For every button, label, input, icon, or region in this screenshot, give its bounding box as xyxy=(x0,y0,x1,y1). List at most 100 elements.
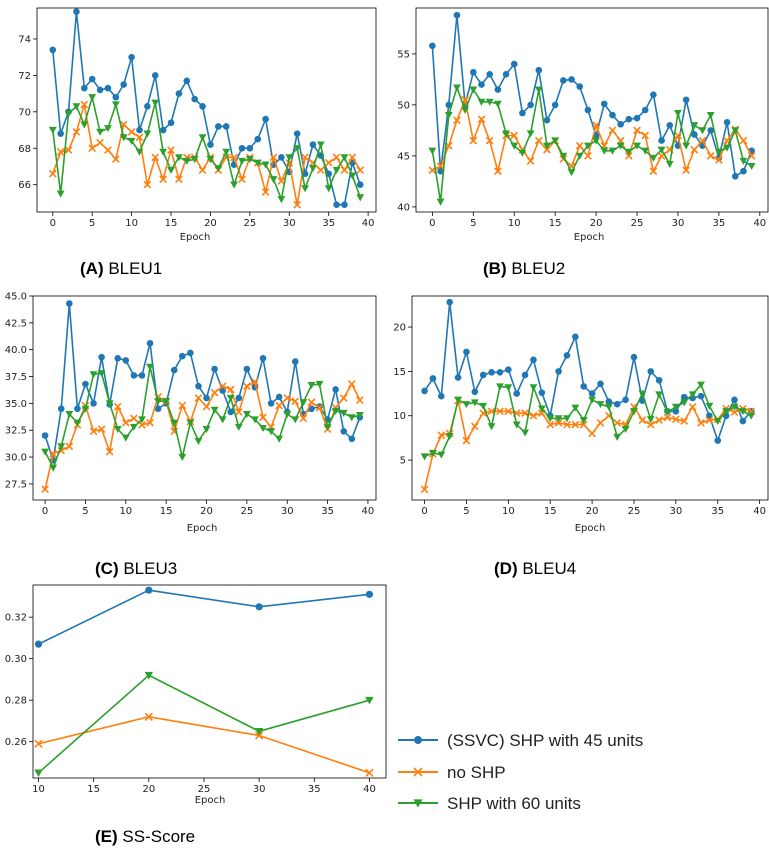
data-point xyxy=(446,298,453,306)
x-tick-label: 10 xyxy=(508,218,521,229)
data-point xyxy=(175,154,183,162)
series-line xyxy=(424,383,752,458)
data-point xyxy=(227,408,235,416)
data-point xyxy=(429,375,437,382)
x-tick-label: 30 xyxy=(281,506,294,517)
data-point xyxy=(453,116,461,125)
data-point xyxy=(655,391,664,399)
x-tick-label: 0 xyxy=(429,218,435,229)
data-point xyxy=(56,190,65,198)
data-point xyxy=(299,414,308,423)
data-point xyxy=(680,393,688,401)
y-tick-label: 15 xyxy=(393,367,406,378)
data-point xyxy=(535,66,543,74)
data-point xyxy=(267,428,275,436)
data-point xyxy=(111,155,120,164)
x-tick-label: 5 xyxy=(470,218,476,229)
data-point xyxy=(135,148,144,156)
series-line xyxy=(51,96,361,201)
data-point xyxy=(462,436,471,445)
data-point xyxy=(600,147,609,155)
data-point xyxy=(128,53,135,61)
x-tick-label: 0 xyxy=(421,506,427,517)
data-point xyxy=(275,401,284,410)
data-point xyxy=(478,81,485,88)
data-point xyxy=(111,101,120,109)
data-point xyxy=(138,416,146,424)
data-point xyxy=(41,448,50,456)
data-point xyxy=(682,96,690,104)
data-point xyxy=(122,357,130,364)
x-tick-label: 10 xyxy=(32,784,45,795)
data-point xyxy=(214,165,223,173)
data-point xyxy=(324,158,333,167)
data-point xyxy=(277,196,286,204)
data-point xyxy=(278,154,285,161)
data-point xyxy=(175,175,183,184)
data-point xyxy=(537,405,546,413)
data-point xyxy=(663,413,672,422)
data-point xyxy=(633,142,641,150)
x-tick-label: 0 xyxy=(42,506,48,517)
data-point xyxy=(521,429,529,437)
data-point xyxy=(301,153,309,162)
data-point xyxy=(655,416,663,425)
data-point xyxy=(592,121,600,130)
data-point xyxy=(48,126,57,134)
y-tick-label: 20 xyxy=(393,323,406,334)
data-point xyxy=(613,433,622,441)
data-point xyxy=(671,403,680,411)
plot-frame xyxy=(36,7,377,213)
x-tick-label: 20 xyxy=(204,218,217,229)
data-point xyxy=(633,126,641,135)
data-point xyxy=(665,160,674,168)
data-point xyxy=(697,418,705,427)
y-tick-label: 40.0 xyxy=(5,345,27,356)
data-point xyxy=(222,148,231,156)
data-point xyxy=(143,130,152,138)
data-point xyxy=(554,415,563,423)
data-point xyxy=(242,410,251,419)
data-point xyxy=(332,153,341,162)
data-point xyxy=(127,137,136,145)
data-point xyxy=(469,136,478,145)
legend-marker xyxy=(414,736,422,744)
data-point xyxy=(340,166,349,174)
data-point xyxy=(596,418,605,427)
data-point xyxy=(697,381,705,389)
data-point xyxy=(739,417,747,425)
data-point xyxy=(666,122,674,129)
data-point xyxy=(146,363,154,371)
data-point xyxy=(82,380,89,388)
data-point xyxy=(518,149,527,157)
data-point xyxy=(34,640,43,648)
data-point xyxy=(617,120,624,128)
chart-bleu3: 0 5 10 15 20 25 30 35 40 27.5 30.0 32.5 35.0 37.5 40.0… xyxy=(5,292,377,578)
data-point xyxy=(608,147,617,155)
data-point xyxy=(112,93,120,101)
data-point xyxy=(245,156,254,164)
data-point xyxy=(170,419,179,427)
x-tick-label: 35 xyxy=(713,218,726,229)
data-point xyxy=(98,353,105,361)
data-point xyxy=(199,103,206,110)
data-point xyxy=(747,412,756,420)
data-point xyxy=(438,392,445,400)
data-point xyxy=(253,159,262,167)
data-point xyxy=(613,400,621,408)
data-point xyxy=(436,162,445,170)
y-tick-label: 35.0 xyxy=(5,399,27,410)
data-point xyxy=(470,422,479,431)
data-point xyxy=(49,464,58,472)
data-point xyxy=(579,420,588,429)
data-point xyxy=(527,101,534,109)
data-point xyxy=(575,152,584,160)
data-point xyxy=(339,394,348,402)
data-point xyxy=(178,453,187,461)
data-point xyxy=(647,368,655,375)
data-point xyxy=(104,125,112,133)
series-line xyxy=(52,103,361,206)
data-point xyxy=(571,404,580,412)
data-point xyxy=(529,384,538,392)
data-point xyxy=(154,405,162,413)
